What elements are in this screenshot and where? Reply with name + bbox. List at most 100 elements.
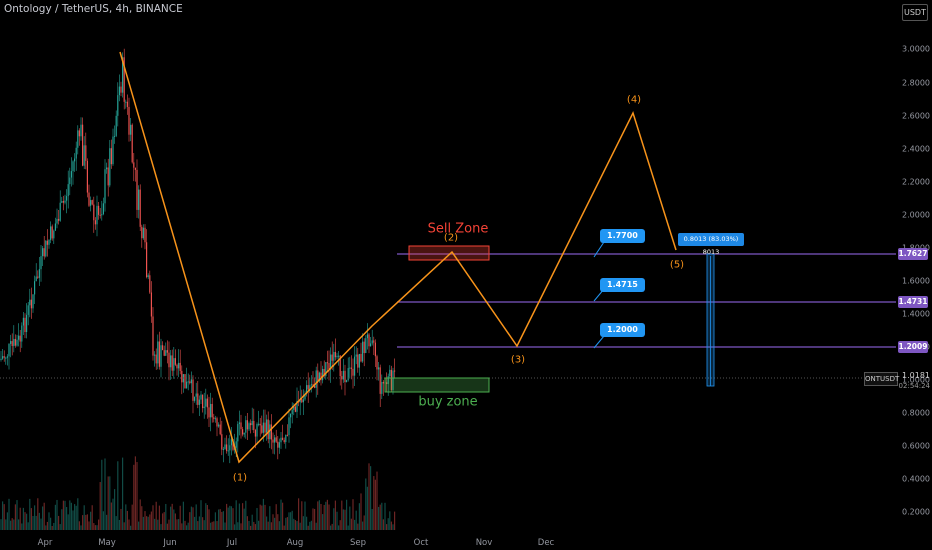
candle-body — [250, 423, 252, 426]
volume-bar — [147, 516, 149, 530]
candle-body — [179, 362, 181, 371]
candle-body — [325, 362, 327, 377]
candle-body — [11, 341, 13, 347]
buy-zone-box[interactable] — [384, 377, 490, 393]
candle-body — [272, 439, 274, 443]
price-tick-label: 2.2000 — [902, 177, 930, 187]
candle-body — [120, 86, 122, 93]
volume-bar — [32, 515, 34, 530]
wave-label-1: (1) — [232, 472, 248, 484]
currency-badge[interactable]: USDT — [902, 4, 928, 21]
candle-body — [258, 423, 260, 425]
volume-bar — [162, 513, 164, 530]
volume-bar — [142, 516, 144, 530]
price-tick-label: 1.4000 — [902, 309, 930, 319]
volume-bar — [352, 499, 354, 530]
candle-body — [107, 167, 109, 186]
candle-body — [285, 434, 287, 443]
volume-bar — [376, 471, 378, 530]
volume-bar — [125, 504, 127, 530]
candle-body — [363, 341, 365, 353]
candle-body — [368, 334, 370, 347]
volume-bar — [315, 522, 317, 530]
candle-body — [362, 341, 364, 362]
candle-body — [333, 351, 335, 361]
volume-bar — [365, 478, 367, 530]
candle-body — [141, 226, 143, 239]
volume-bar — [326, 499, 328, 530]
volume-bar — [101, 459, 103, 530]
volume-bar — [11, 518, 13, 530]
candle-body — [275, 437, 277, 442]
candle-body — [350, 367, 352, 369]
candle-body — [328, 362, 330, 370]
elliott-wave-path[interactable] — [119, 51, 677, 464]
candle-body — [283, 439, 285, 443]
volume-bar — [184, 520, 186, 530]
candle-body — [256, 423, 258, 437]
volume-bar — [368, 463, 370, 530]
volume-bar — [360, 493, 362, 530]
candle-body — [184, 374, 186, 389]
volume-bar — [165, 503, 167, 530]
volume-bar — [210, 522, 212, 530]
volume-bar — [163, 512, 165, 530]
candle-body — [230, 439, 232, 446]
candle-body — [78, 130, 80, 137]
candle-body — [294, 406, 296, 412]
volume-bar — [27, 522, 29, 530]
candle-body — [174, 358, 176, 365]
sell-zone-box[interactable] — [408, 245, 490, 261]
volume-bar — [94, 525, 96, 530]
candle-body — [389, 369, 391, 377]
volume-bar — [46, 521, 48, 530]
volume-bar — [203, 520, 205, 530]
volume-bar — [347, 525, 349, 530]
level-label-2[interactable]: 1.4715 — [600, 278, 645, 292]
volume-bar — [339, 520, 341, 530]
candle-body — [40, 256, 42, 270]
volume-bar — [35, 515, 37, 530]
candle-body — [290, 413, 292, 418]
volume-bar — [19, 507, 21, 530]
candle-body — [202, 394, 204, 409]
candle-body — [304, 393, 306, 400]
candle-body — [376, 356, 378, 370]
volume-bar — [235, 500, 237, 530]
volume-bar — [43, 502, 45, 530]
volume-bar — [171, 503, 173, 530]
price-tick-label: 3.0000 — [902, 44, 930, 54]
volume-bar — [227, 507, 229, 530]
volume-bar — [338, 525, 340, 530]
volume-bar — [166, 523, 168, 530]
candle-body — [90, 200, 92, 206]
level-label-3[interactable]: 1.2000 — [600, 323, 645, 337]
candle-body — [237, 424, 239, 442]
time-tick-label: Oct — [413, 538, 429, 548]
volume-bar — [66, 507, 68, 530]
candle-body — [67, 184, 69, 197]
candle-body — [30, 299, 32, 309]
candle-body — [339, 355, 341, 377]
volume-bar — [37, 498, 39, 530]
candle-body — [277, 441, 279, 448]
volume-bar — [218, 509, 220, 530]
volume-bar — [333, 508, 335, 530]
volume-bar — [293, 518, 295, 530]
volume-bar — [86, 514, 88, 530]
candle-body — [112, 136, 114, 165]
candle-body — [270, 424, 272, 440]
volume-bar — [134, 456, 136, 530]
candle-body — [221, 434, 223, 450]
candle-body — [194, 396, 196, 401]
candle-body — [262, 422, 264, 433]
level-label-1[interactable]: 1.7700 — [600, 229, 645, 243]
volume-bar — [176, 519, 178, 530]
volume-bar — [21, 523, 23, 530]
volume-bar — [342, 509, 344, 530]
candle-body — [3, 356, 5, 358]
measure-label[interactable]: 0.8013 (83.03%) 8013 — [678, 233, 744, 256]
volume-bar — [8, 498, 10, 530]
candle-body — [176, 364, 178, 369]
